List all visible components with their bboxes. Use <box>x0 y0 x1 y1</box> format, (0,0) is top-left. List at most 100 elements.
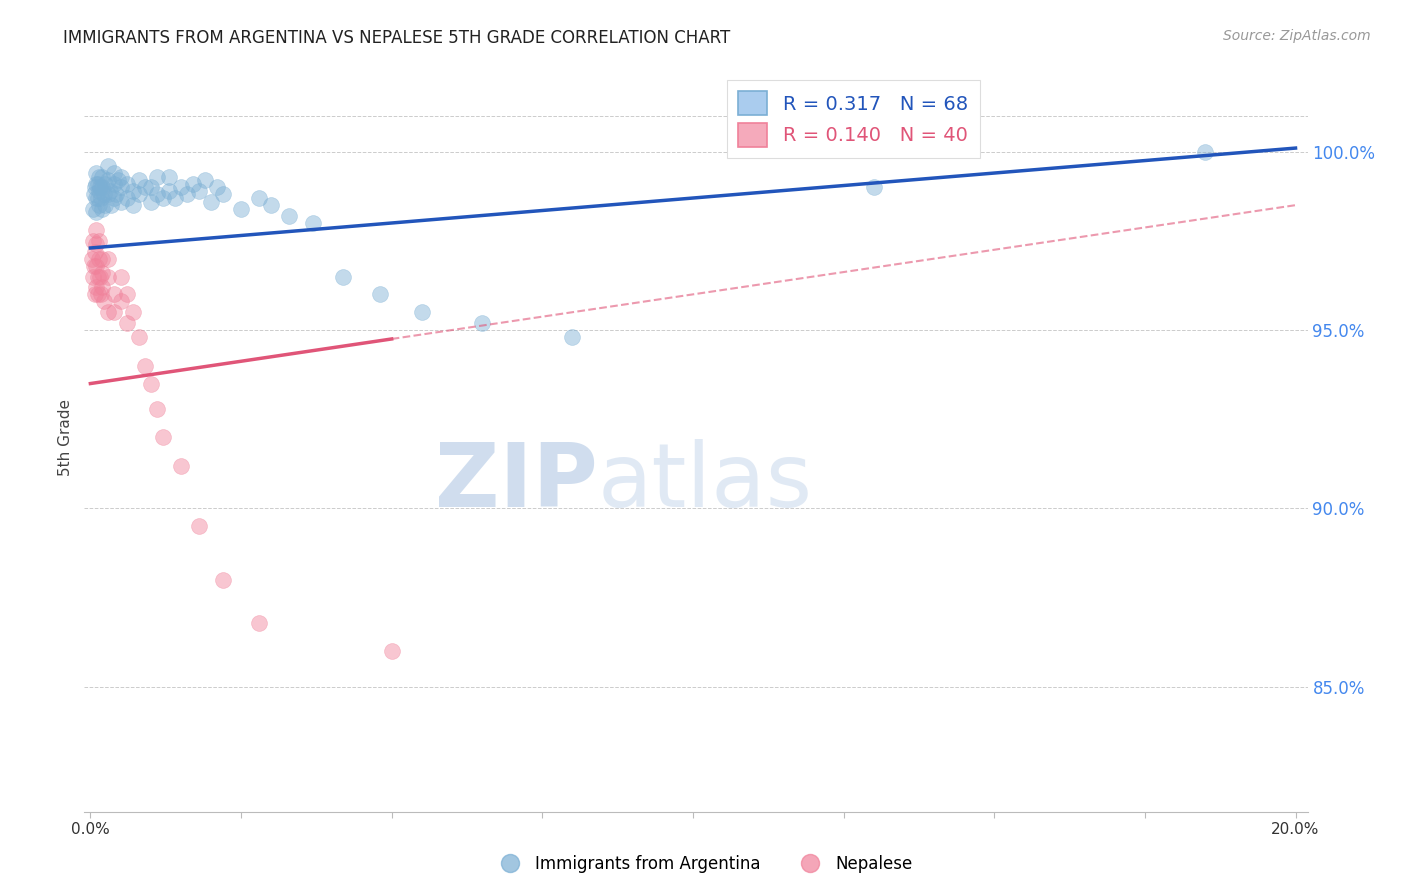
Point <box>121 198 143 212</box>
Point <box>91 202 114 216</box>
Point <box>98 184 121 198</box>
Point <box>200 194 222 209</box>
Point <box>134 180 156 194</box>
Point <box>86 177 108 191</box>
Point <box>87 287 110 301</box>
Point <box>302 216 325 230</box>
Point <box>86 191 108 205</box>
Text: IMMIGRANTS FROM ARGENTINA VS NEPALESE 5TH GRADE CORRELATION CHART: IMMIGRANTS FROM ARGENTINA VS NEPALESE 5T… <box>63 29 731 46</box>
Point <box>163 191 186 205</box>
Point <box>89 180 111 194</box>
Text: atlas: atlas <box>598 439 813 525</box>
Point <box>91 266 114 280</box>
Point <box>86 269 108 284</box>
Point <box>247 191 270 205</box>
Point <box>89 234 111 248</box>
Point <box>121 184 143 198</box>
Point <box>104 187 127 202</box>
Point <box>247 615 270 630</box>
Point <box>107 173 129 187</box>
Point <box>97 252 120 266</box>
Point <box>93 187 115 202</box>
Point <box>157 184 180 198</box>
Point <box>86 191 108 205</box>
Point <box>187 184 209 198</box>
Point <box>187 519 209 533</box>
Point <box>260 198 283 212</box>
Point <box>97 159 120 173</box>
Point <box>86 259 108 273</box>
Point <box>181 177 204 191</box>
Point <box>82 269 104 284</box>
Point <box>103 287 125 301</box>
Point <box>87 184 110 198</box>
Point <box>91 169 114 184</box>
Point <box>84 287 107 301</box>
Point <box>170 458 193 473</box>
Point <box>94 198 117 212</box>
Text: 20.0%: 20.0% <box>1271 822 1320 838</box>
Point <box>93 294 115 309</box>
Text: ZIP: ZIP <box>436 439 598 525</box>
Point <box>194 173 217 187</box>
Point <box>89 252 111 266</box>
Point <box>139 376 162 391</box>
Point <box>110 194 132 209</box>
Point <box>145 401 167 416</box>
Point <box>229 202 252 216</box>
Legend: Immigrants from Argentina, Nepalese: Immigrants from Argentina, Nepalese <box>486 848 920 880</box>
Point <box>115 177 138 191</box>
Point <box>381 644 404 658</box>
Point <box>103 177 125 191</box>
Point <box>83 244 105 259</box>
Point <box>121 305 143 319</box>
Point <box>91 280 114 294</box>
Point <box>115 287 138 301</box>
Point <box>100 198 122 212</box>
Point <box>134 359 156 373</box>
Point <box>83 187 105 202</box>
Point <box>176 187 198 202</box>
Point <box>278 209 301 223</box>
Point <box>90 191 112 205</box>
Point <box>91 180 114 194</box>
Point <box>110 269 132 284</box>
Point <box>332 269 354 284</box>
Point <box>82 202 104 216</box>
Point <box>152 430 174 444</box>
Point <box>1194 145 1216 159</box>
Point <box>90 287 112 301</box>
Point <box>91 252 114 266</box>
Point <box>103 191 125 205</box>
Point <box>561 330 583 344</box>
Point <box>157 169 180 184</box>
Point <box>115 191 138 205</box>
Point <box>170 180 193 194</box>
Point <box>128 187 150 202</box>
Point <box>82 252 104 266</box>
Text: 0.0%: 0.0% <box>72 822 110 838</box>
Point <box>212 573 235 587</box>
Point <box>110 294 132 309</box>
Point <box>368 287 391 301</box>
Point <box>86 205 108 219</box>
Point <box>115 316 138 330</box>
Point <box>86 166 108 180</box>
Point <box>110 169 132 184</box>
Point <box>82 234 104 248</box>
Point <box>87 177 110 191</box>
Point <box>89 269 111 284</box>
Point <box>94 177 117 191</box>
Point <box>97 269 120 284</box>
Point <box>83 259 105 273</box>
Point <box>89 169 111 184</box>
Point <box>103 305 125 319</box>
Point <box>86 223 108 237</box>
Point <box>139 194 162 209</box>
Point <box>97 187 120 202</box>
Point <box>86 237 108 252</box>
Point <box>205 180 228 194</box>
Point <box>97 173 120 187</box>
Point <box>212 187 235 202</box>
Point <box>103 166 125 180</box>
